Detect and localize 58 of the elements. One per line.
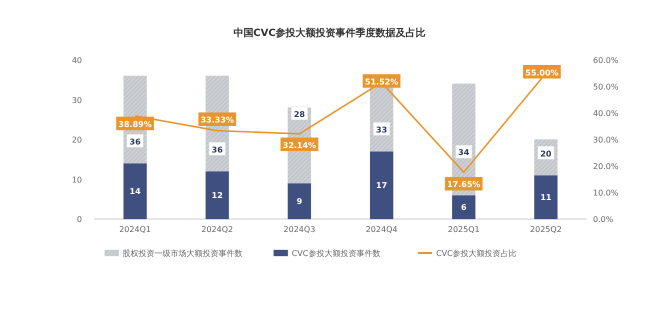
y2-tick-label: 60.0%	[593, 56, 619, 65]
data-label: 51.52%	[364, 77, 398, 86]
bar	[206, 171, 229, 220]
bar	[370, 151, 394, 220]
data-label: 55.00%	[525, 68, 559, 78]
data-label: 17	[376, 181, 388, 190]
total-label: 36	[130, 137, 142, 146]
data-label: 36	[208, 142, 226, 156]
total-label: 33	[376, 125, 388, 134]
legend-label: CVC参投大额投资占比	[436, 249, 517, 258]
x-tick-label: 2025Q2	[530, 225, 562, 234]
legend-label: CVC参投大额投资事件数	[292, 249, 380, 258]
data-label: 32.14%	[280, 138, 318, 152]
data-label: 33	[373, 122, 390, 136]
y-tick-label: 20	[72, 136, 82, 144]
data-label: 33.33%	[200, 116, 234, 125]
data-label: 33.33%	[198, 112, 236, 126]
x-tick-label: 2024Q4	[366, 225, 398, 234]
y-tick-label: 0	[76, 215, 82, 224]
y-tick-label: 10	[72, 175, 82, 184]
data-label: 51.52%	[362, 74, 400, 88]
data-label: 38.89%	[118, 120, 152, 129]
x-tick-label: 2024Q3	[284, 225, 316, 234]
y2-tick-label: 20.0%	[593, 162, 619, 171]
data-label: 14	[130, 187, 142, 196]
y-tick-label: 40	[72, 56, 82, 65]
data-label: 34	[455, 144, 472, 158]
data-label: 55.00%	[523, 65, 561, 78]
x-tick-label: 2024Q2	[201, 225, 234, 234]
total-label: 36	[212, 145, 224, 154]
chart-title: 中国CVC参投大额投资事件季度数据及占比	[233, 27, 426, 39]
data-label: 6	[460, 203, 467, 212]
data-label: 32.14%	[282, 140, 316, 150]
y2-tick-label: 50.0%	[593, 82, 619, 92]
y2-tick-label: 40.0%	[593, 109, 619, 118]
total-label: 28	[294, 110, 306, 119]
y-tick-label: 30	[72, 96, 82, 105]
total-label: 34	[458, 148, 470, 158]
data-label: 20	[537, 146, 554, 160]
legend-label: 股权投资一级市场大额投资事件数	[122, 249, 243, 258]
x-tick-label: 2025Q1	[448, 225, 480, 234]
y2-tick-label: 10.0%	[593, 188, 619, 198]
bar	[534, 175, 558, 220]
data-label: 17.65%	[444, 176, 483, 190]
data-label: 9	[296, 197, 303, 206]
data-label: 12	[212, 191, 223, 200]
bar	[452, 195, 476, 220]
data-label: 17.65%	[447, 180, 480, 190]
data-label: 28	[290, 106, 308, 120]
data-label: 11	[540, 193, 552, 202]
bar	[288, 183, 312, 220]
data-label: 36	[126, 134, 144, 148]
bar	[123, 163, 147, 220]
y2-tick-label: 30.0%	[593, 136, 619, 144]
total-label: 20	[540, 149, 552, 158]
y2-tick-label: 0.0%	[593, 215, 614, 224]
x-tick-label: 2024Q1	[119, 225, 151, 234]
data-label: 38.89%	[116, 116, 154, 130]
